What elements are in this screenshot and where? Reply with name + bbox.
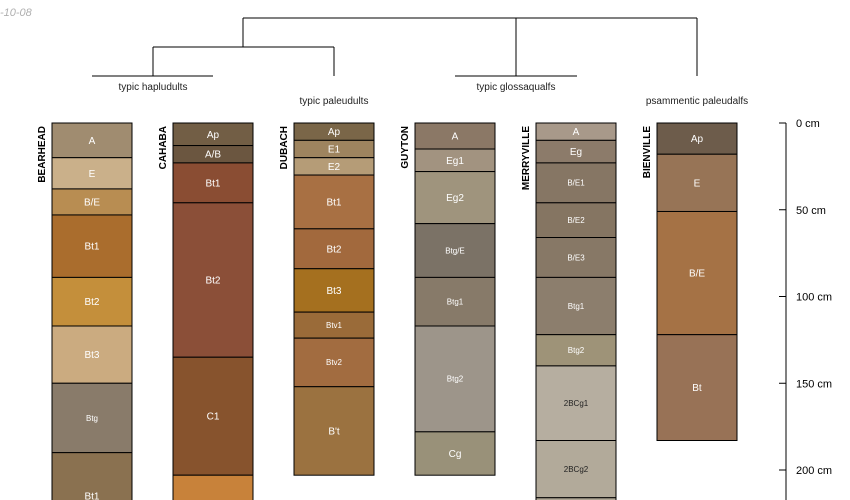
- profile-bearhead: BEARHEAD A E B/E Bt1 Bt2 Bt3 Btg Bt1: [37, 122, 133, 500]
- date-stamp: -10-08: [0, 7, 32, 19]
- horizon-label: Eg: [570, 147, 582, 158]
- dendrogram: [92, 17, 698, 77]
- depth-tick-label: 100 cm: [796, 292, 832, 304]
- horizon-label: Bt: [692, 383, 702, 394]
- horizon-c2: [172, 474, 254, 500]
- horizon-label: C1: [207, 412, 220, 423]
- depth-tick-label: 0 cm: [796, 118, 820, 130]
- horizon-btv1: [293, 311, 375, 339]
- horizon-label: Bt2: [205, 276, 220, 287]
- horizon-label: E: [694, 178, 701, 189]
- profile-name: MERRYVILLE: [521, 126, 532, 190]
- horizon-bt1: [293, 174, 375, 230]
- horizon-bt1: [172, 162, 254, 204]
- horizon-label: A/B: [205, 150, 221, 161]
- horizon-label: Btg2: [447, 375, 464, 384]
- horizon-c1: [172, 356, 254, 476]
- horizon-label: Btg: [86, 414, 98, 423]
- profile-name: CAHABA: [158, 126, 169, 169]
- horizon-label: Bt3: [326, 286, 341, 297]
- depth-tick-label: 200 cm: [796, 465, 832, 477]
- horizon-b-t: [293, 386, 375, 476]
- horizon-bt2: [51, 276, 133, 327]
- depth-tick-label: 50 cm: [796, 205, 826, 217]
- horizon-cg: [414, 431, 496, 476]
- horizon-b-e1: [535, 162, 617, 204]
- horizon-2bcg1: [535, 365, 617, 442]
- horizon-label: E1: [328, 145, 341, 156]
- horizon-label: B/E1: [567, 179, 585, 188]
- horizon-label: B/E2: [567, 216, 585, 225]
- horizon-bt1: [51, 214, 133, 278]
- horizon-bt2: [293, 228, 375, 270]
- horizon-label: E2: [328, 162, 341, 173]
- horizon-label: Bt1: [84, 492, 99, 500]
- horizon-label: Btg1: [568, 302, 585, 311]
- horizon-b-e: [51, 188, 133, 216]
- horizon-label: B/E: [84, 197, 100, 208]
- dendrogram-labels: typic hapludults typic paleudults typic …: [119, 82, 749, 107]
- horizon-label: E: [89, 169, 96, 180]
- horizon-eg2: [414, 171, 496, 225]
- soil-profiles: BEARHEAD A E B/E Bt1 Bt2 Bt3 Btg Bt1 CAHABA Ap A/B B…: [37, 122, 738, 500]
- horizon-bt: [656, 334, 738, 442]
- profile-dubach: DUBACH Ap E1 E2 Bt1 Bt2 Bt3 Btv1 Btv2 B't: [279, 122, 375, 476]
- horizon-label: Bt2: [84, 297, 99, 308]
- label-psammentic-paleudalfs: psammentic paleudalfs: [646, 96, 748, 107]
- horizon-bt2: [172, 202, 254, 358]
- horizon-btg1: [535, 276, 617, 336]
- horizon-label: Btv2: [326, 358, 343, 367]
- horizon-label: Cg: [449, 449, 462, 460]
- horizon-label: Btv1: [326, 321, 343, 330]
- profile-merryville: MERRYVILLE A Eg B/E1 B/E2 B/E3 Btg1 Btg2 2BCg1 2B…: [521, 122, 617, 500]
- profile-name: BIENVILLE: [642, 126, 653, 179]
- depth-tick-label: 150 cm: [796, 378, 832, 390]
- horizon-label: Ap: [328, 127, 341, 138]
- horizon-bt3: [293, 268, 375, 313]
- horizon-b-e3: [535, 237, 617, 278]
- horizon-label: Eg1: [446, 156, 464, 167]
- label-typic-paleudults: typic paleudults: [300, 96, 369, 107]
- profile-guyton: GUYTON A Eg1 Eg2 Btg/E Btg1 Btg2 Cg: [400, 122, 496, 476]
- horizon-label: Ap: [691, 134, 704, 145]
- label-typic-hapludults: typic hapludults: [119, 82, 188, 93]
- profile-name: GUYTON: [400, 126, 411, 169]
- horizon-label: Bt1: [84, 242, 99, 253]
- horizon-label: Bt1: [326, 197, 341, 208]
- horizon-label: Btg2: [568, 346, 585, 355]
- horizon-label: Eg2: [446, 193, 464, 204]
- horizon-label: Bt3: [84, 350, 99, 361]
- horizon-btg2: [535, 334, 617, 367]
- horizon-label: B't: [328, 426, 340, 437]
- horizon-label: A: [89, 136, 96, 147]
- horizon-2bcg2: [535, 440, 617, 499]
- horizon-label: 2BCg2: [564, 465, 589, 474]
- horizon-btg-e: [414, 223, 496, 278]
- horizon-label: A: [452, 132, 459, 143]
- horizon-btv2: [293, 337, 375, 388]
- horizon-label: 2BCg1: [564, 399, 589, 408]
- profile-bienville: BIENVILLE Ap E B/E Bt: [642, 122, 738, 442]
- horizon-label: B/E: [689, 269, 705, 280]
- horizon-label: Ap: [207, 130, 220, 141]
- profile-name: BEARHEAD: [37, 126, 48, 183]
- horizon-bt1: [51, 452, 133, 500]
- profile-name: DUBACH: [279, 126, 290, 169]
- horizon-2bcg3: [535, 497, 617, 500]
- horizon-label: Btg/E: [445, 246, 465, 255]
- depth-axis: 0 cm 50 cm 100 cm 150 cm 200 cm: [779, 118, 832, 500]
- horizon-e: [656, 153, 738, 212]
- horizon-label: B/E3: [567, 253, 585, 262]
- horizon-label: Bt2: [326, 244, 341, 255]
- horizon-label: A: [573, 127, 580, 138]
- horizon-label: Bt1: [205, 178, 220, 189]
- horizon-a: [51, 122, 133, 159]
- label-typic-glossaqualfs: typic glossaqualfs: [477, 82, 556, 93]
- horizon-label: Btg1: [447, 298, 464, 307]
- horizon-e: [51, 157, 133, 190]
